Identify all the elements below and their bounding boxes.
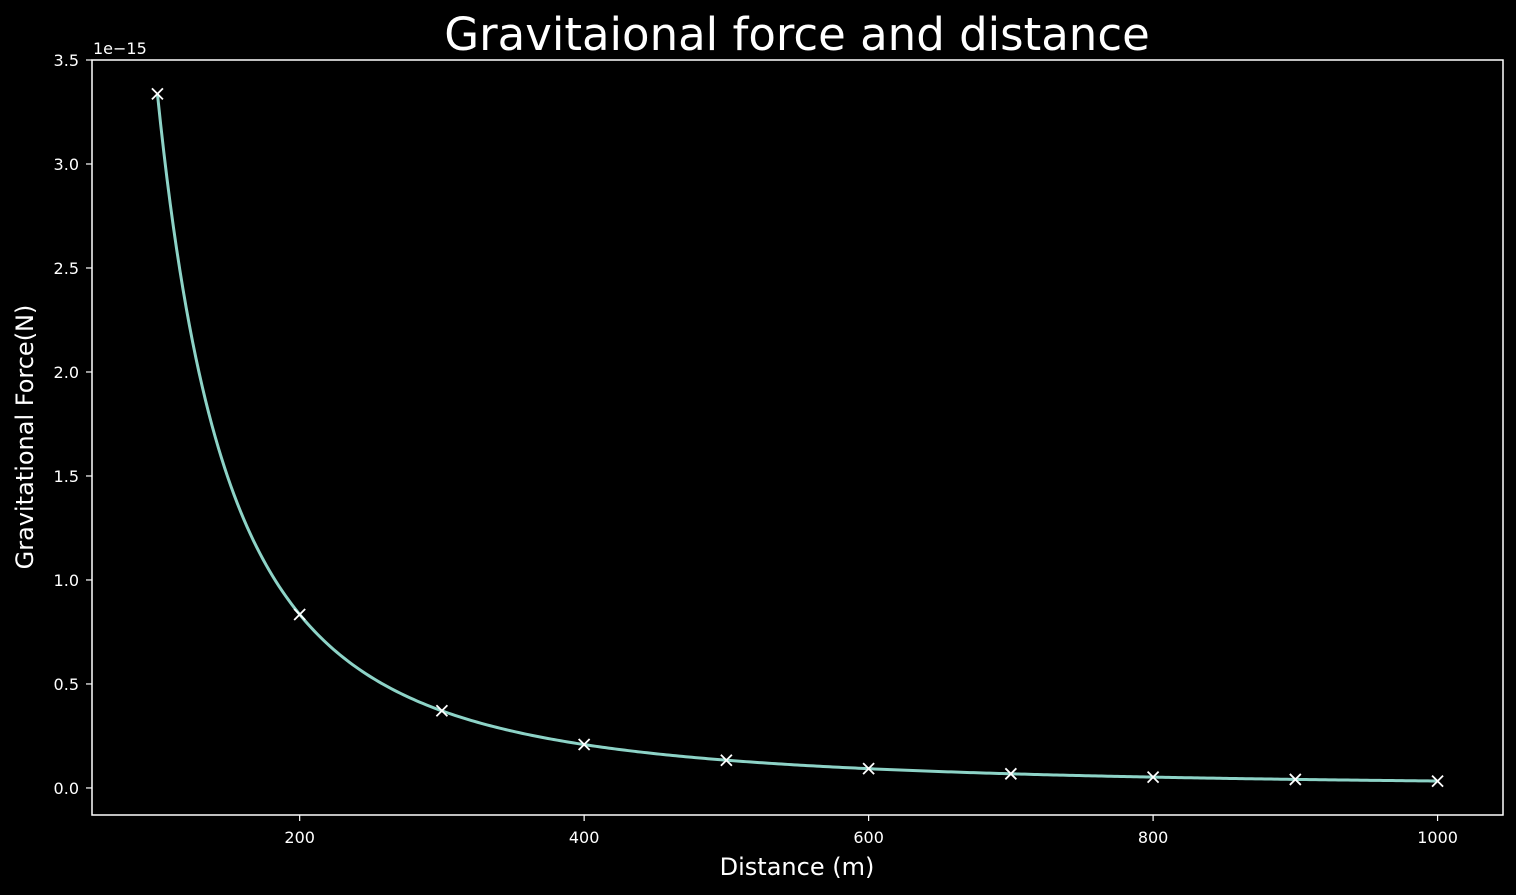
data-point-marker xyxy=(1431,774,1444,788)
data-point-marker xyxy=(293,608,306,621)
x-tick-label: 1000 xyxy=(1417,828,1458,847)
y-tick-label: 0.0 xyxy=(54,779,79,798)
force-curve xyxy=(155,93,1438,783)
chart-title: Gravitaional force and distance xyxy=(444,8,1150,61)
data-point-marker xyxy=(720,754,733,767)
y-tick-label: 1.0 xyxy=(54,571,79,590)
y-tick-label: 2.0 xyxy=(54,363,79,382)
x-axis-label: Distance (m) xyxy=(720,853,875,881)
data-point-marker xyxy=(435,704,449,717)
plot-area xyxy=(151,87,1444,788)
data-point-marker xyxy=(1289,773,1302,786)
data-point-marker xyxy=(1004,767,1017,780)
data-point-marker xyxy=(151,87,164,101)
x-tick-label: 400 xyxy=(569,828,600,847)
y-axis: 0.0 0.5 1.0 1.5 2.0 2.5 3.0 3.5 xyxy=(54,51,92,798)
y-tick-label: 0.5 xyxy=(54,675,79,694)
y-tick-label: 2.5 xyxy=(54,259,79,278)
data-point-marker xyxy=(578,738,591,751)
data-point-marker xyxy=(862,762,875,775)
y-tick-label: 3.5 xyxy=(54,51,79,70)
x-axis: 200 400 600 800 1000 xyxy=(284,815,1458,847)
y-tick-label: 1.5 xyxy=(54,467,79,486)
data-point-marker xyxy=(1146,771,1160,784)
x-tick-label: 600 xyxy=(853,828,884,847)
x-tick-label: 200 xyxy=(284,828,315,847)
axes-frame xyxy=(91,59,1504,816)
x-tick-label: 800 xyxy=(1138,828,1169,847)
y-tick-label: 3.0 xyxy=(54,155,79,174)
y-offset-text: 1e−15 xyxy=(93,39,147,58)
y-axis-label: Gravitational Force(N) xyxy=(11,305,39,570)
